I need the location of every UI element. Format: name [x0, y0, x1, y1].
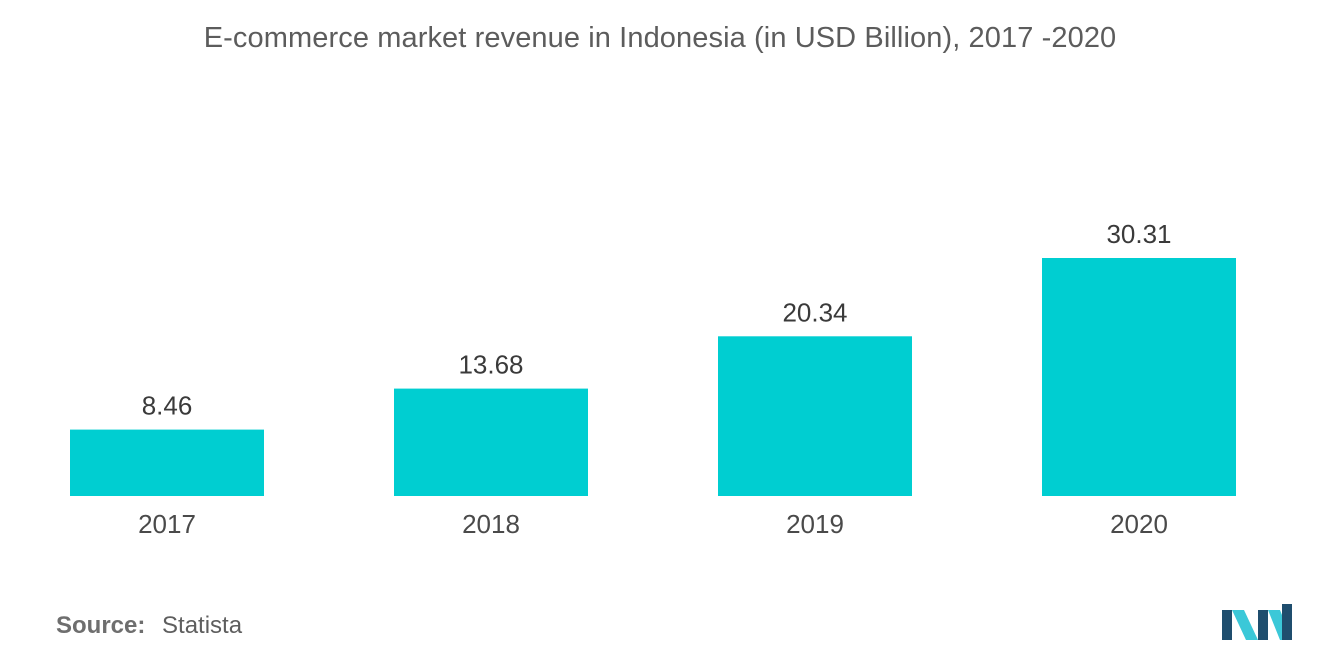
x-tick-label-2019: 2019: [786, 509, 844, 539]
x-tick-label-2020: 2020: [1110, 509, 1168, 539]
logo-right-stroke: [1282, 604, 1292, 640]
data-label-2018: 13.68: [458, 350, 523, 380]
bar-2019: [718, 336, 912, 496]
logo-diagonal-stroke-1: [1232, 610, 1258, 640]
data-label-2019: 20.34: [782, 297, 847, 327]
x-tick-label-2018: 2018: [462, 509, 520, 539]
mordor-intelligence-logo-icon: [1222, 604, 1292, 640]
source-value: Statista: [162, 612, 243, 639]
logo-middle-stroke: [1258, 610, 1268, 640]
x-tick-label-2017: 2017: [138, 509, 196, 539]
logo-left-stroke: [1222, 610, 1232, 640]
chart-title: E-commerce market revenue in Indonesia (…: [203, 22, 1117, 54]
bar-2017: [70, 429, 264, 496]
data-label-2017: 8.46: [142, 391, 193, 421]
source-label: Source:: [56, 612, 146, 639]
source-note: Source: Statista: [56, 612, 242, 640]
bar-2018: [394, 388, 588, 496]
data-label-2020: 30.31: [1106, 219, 1171, 249]
bar-2020: [1042, 258, 1236, 496]
